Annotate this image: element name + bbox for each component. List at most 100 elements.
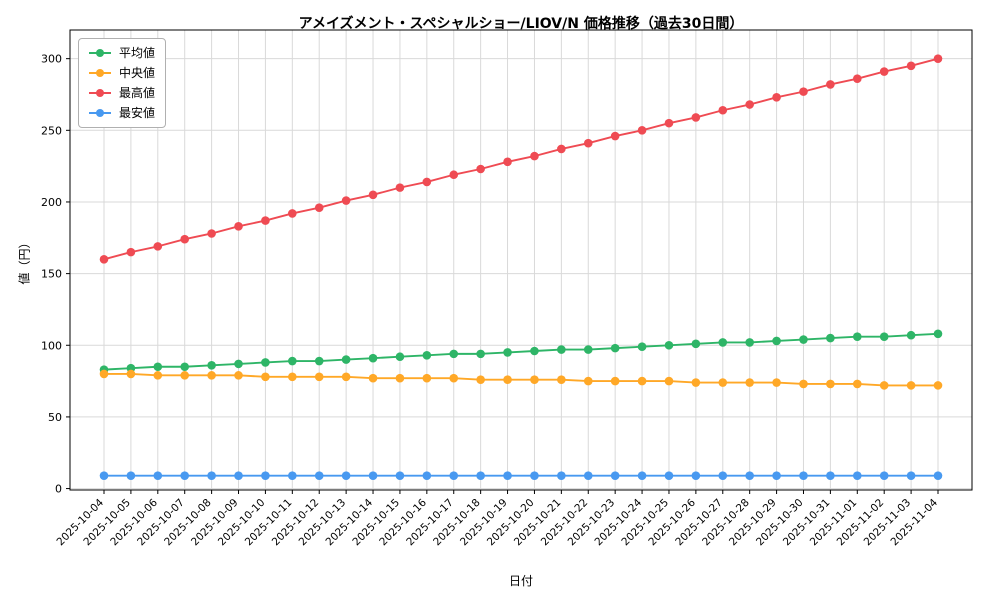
legend-label-average: 平均値 [119,46,156,60]
legend-marker-min [89,109,111,118]
legend-item-median: 中央値 [89,66,155,80]
data-point [610,343,620,353]
legend-item-min: 最安値 [89,106,155,120]
data-point [664,471,674,480]
data-point [234,371,243,380]
data-point [906,471,916,480]
data-point [476,375,485,384]
data-point [583,376,593,386]
y-tick-label: 150 [41,268,62,281]
data-point [341,196,351,205]
data-point [449,471,459,480]
data-point [637,126,647,135]
data-point [261,372,270,382]
data-point [557,345,566,354]
data-point [879,332,889,341]
data-point [718,105,728,115]
data-point [449,170,459,180]
y-tick-label: 300 [41,53,62,66]
data-point [879,67,889,76]
data-point [718,338,728,347]
series-line [103,332,939,371]
data-point [799,87,808,96]
data-point [637,471,647,480]
data-point [799,335,808,344]
series-line [104,372,938,387]
data-point [530,375,539,384]
data-point [637,342,647,351]
legend-label-min: 最安値 [119,106,156,120]
x-axis-label: 日付 [508,574,533,588]
data-point [583,471,593,480]
data-point [341,471,351,480]
data-point [772,336,781,346]
data-point [852,332,862,341]
data-point [368,373,378,383]
data-point [826,80,835,89]
y-tick-label: 0 [55,483,62,496]
data-point [99,471,109,480]
data-point [207,471,216,480]
data-point [449,373,459,383]
y-axis-label: 値（円） [17,236,32,285]
data-point [153,371,163,380]
data-point [745,100,754,109]
data-point [99,254,109,264]
legend-marker-max [89,89,111,98]
data-point [422,177,432,187]
data-point [99,369,109,379]
data-point [691,471,701,480]
data-point [879,381,889,390]
data-point [207,229,216,238]
data-point [933,381,943,390]
data-point [180,371,190,380]
data-point [664,118,674,128]
data-point [906,381,916,390]
data-point [530,471,539,480]
data-point [261,216,270,225]
data-point [691,339,701,349]
data-point [691,113,701,122]
data-point [261,358,270,367]
data-point [395,183,405,192]
data-point [126,471,136,480]
data-point [718,471,728,480]
data-point [234,359,243,369]
y-tick-label: 250 [41,124,62,137]
data-point [314,356,324,366]
data-point [799,471,808,480]
data-point [745,378,754,387]
data-point [530,151,539,161]
data-point [664,340,674,350]
y-tick-label: 100 [41,339,62,352]
data-point [153,362,163,372]
data-point [153,242,163,251]
data-point [852,379,862,389]
legend-marker-median [89,69,111,78]
data-point [530,346,539,356]
data-point [234,222,243,231]
data-point [852,74,862,84]
data-point [126,247,136,257]
data-point [772,471,781,480]
data-point [261,471,270,480]
data-point [395,352,405,362]
data-point [826,333,835,343]
data-point [557,471,566,480]
data-point [341,372,351,382]
data-point [288,471,297,480]
data-point [852,471,862,480]
data-point [368,471,378,480]
data-point [799,379,808,389]
data-point [395,471,405,480]
series-line [103,57,939,261]
data-point [180,471,190,480]
data-point [288,209,297,218]
data-point [503,348,512,357]
data-point [126,369,136,379]
data-point [503,375,512,384]
data-point [368,190,378,200]
legend-item-average: 平均値 [89,46,155,60]
data-point [906,61,916,71]
